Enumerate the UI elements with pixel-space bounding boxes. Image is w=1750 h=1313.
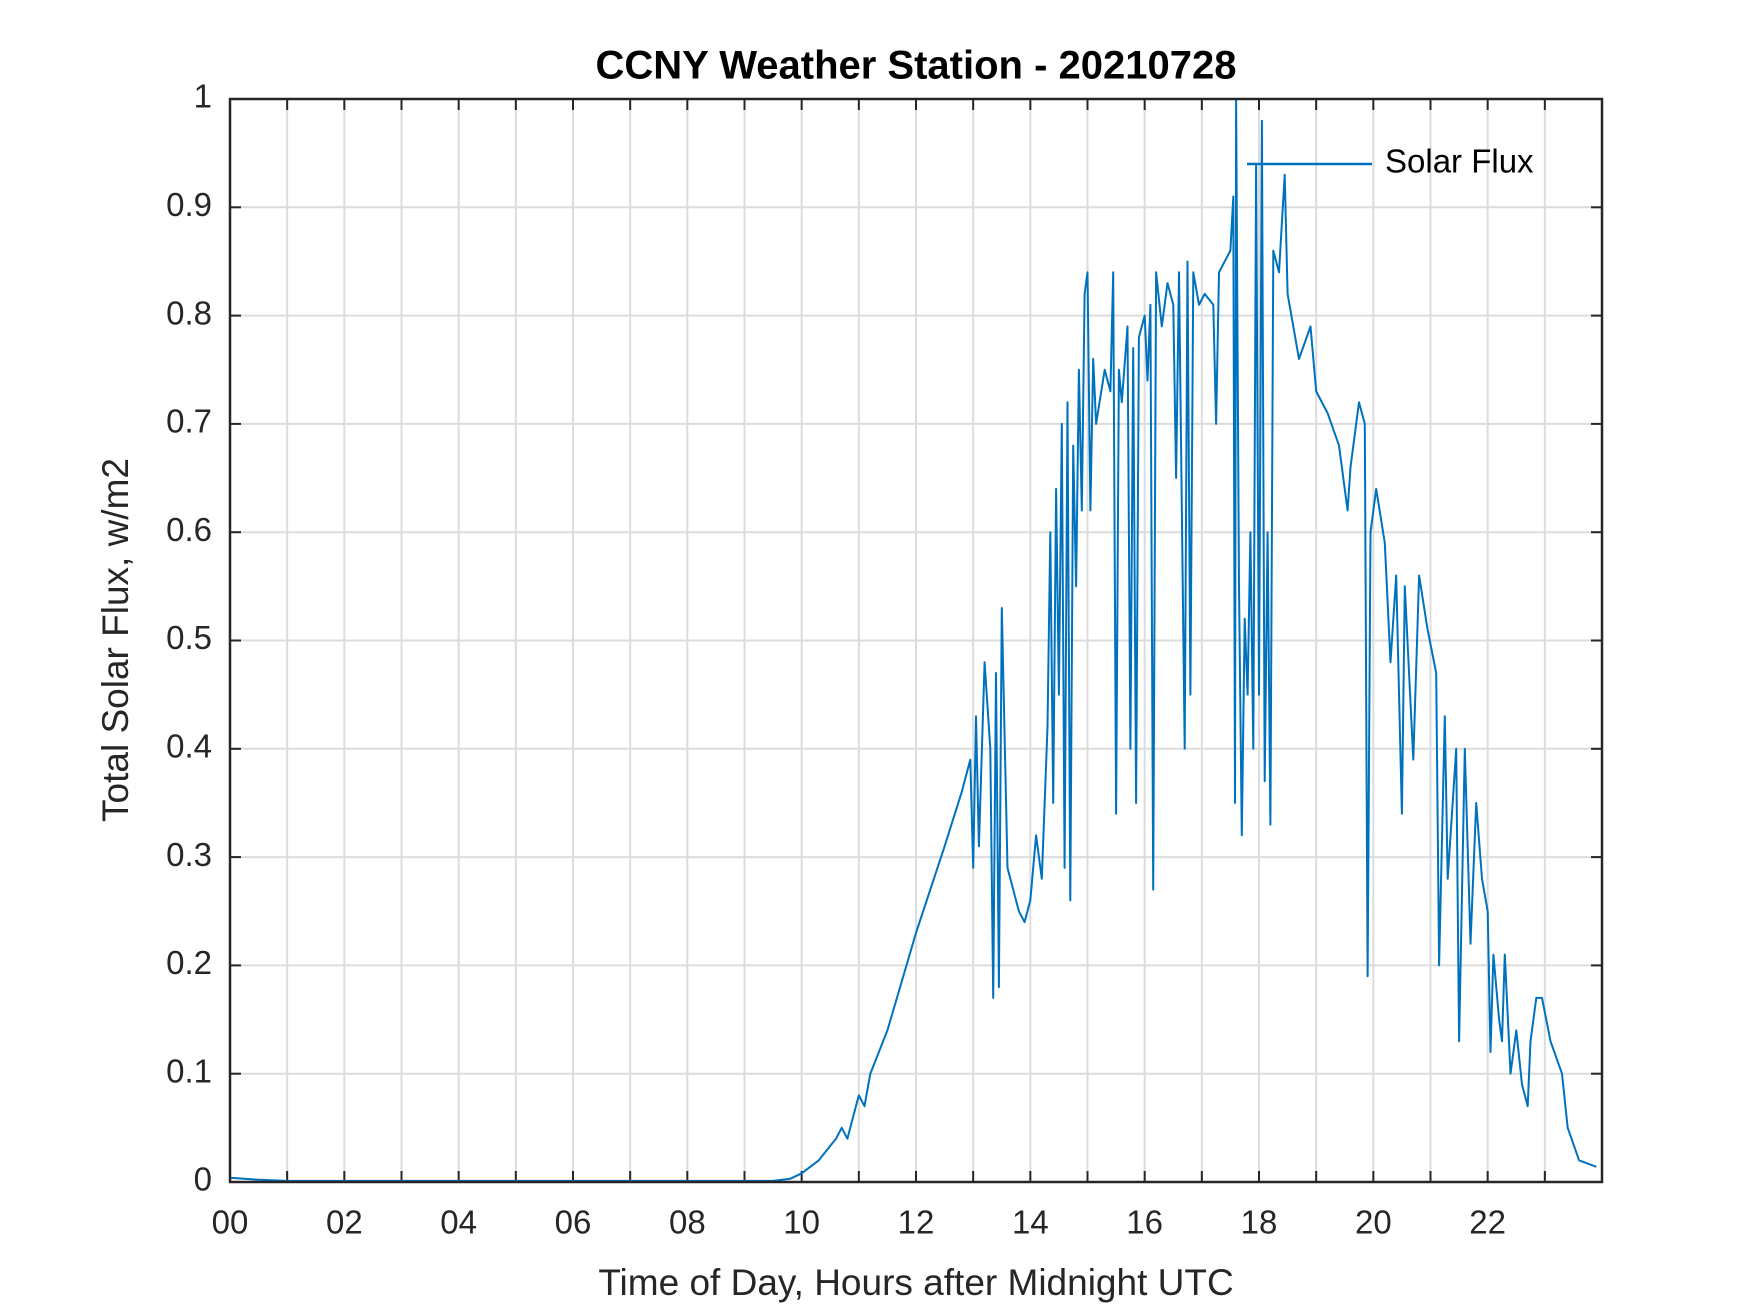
y-tick-label: 0 [194,1161,212,1198]
y-tick-label: 0.2 [166,944,212,981]
y-tick-label: 0.1 [166,1052,212,1089]
x-tick-label: 16 [1126,1204,1163,1241]
y-tick-label: 1 [194,78,212,115]
x-tick-label: 04 [440,1204,477,1241]
y-tick-label: 0.9 [166,186,212,223]
x-tick-label: 06 [555,1204,592,1241]
data-line [229,98,1597,1182]
y-tick-label: 0.3 [166,836,212,873]
y-tick-label: 0.5 [166,619,212,656]
x-tick-label: 20 [1355,1204,1392,1241]
y-tick-label: 0.6 [166,511,212,548]
y-tick-label: 0.8 [166,294,212,331]
chart-title: CCNY Weather Station - 20210728 [596,44,1237,88]
x-tick-label: 22 [1469,1204,1506,1241]
x-tick-label: 10 [783,1204,820,1241]
x-tick-label: 12 [898,1204,935,1241]
axes-box [228,97,1604,1184]
y-tick-label: 0.4 [166,728,212,765]
y-tick-label: 0.7 [166,403,212,440]
y-axis-label: Total Solar Flux, w/m2 [95,458,136,822]
x-tick-label: 02 [326,1204,363,1241]
legend-label: Solar Flux [1385,143,1534,180]
x-axis-label: Time of Day, Hours after Midnight UTC [598,1262,1233,1303]
x-tick-label: 08 [669,1204,706,1241]
x-tick-label: 14 [1012,1204,1049,1241]
x-tick-label: 00 [212,1204,249,1241]
x-tick-label: 18 [1241,1204,1278,1241]
